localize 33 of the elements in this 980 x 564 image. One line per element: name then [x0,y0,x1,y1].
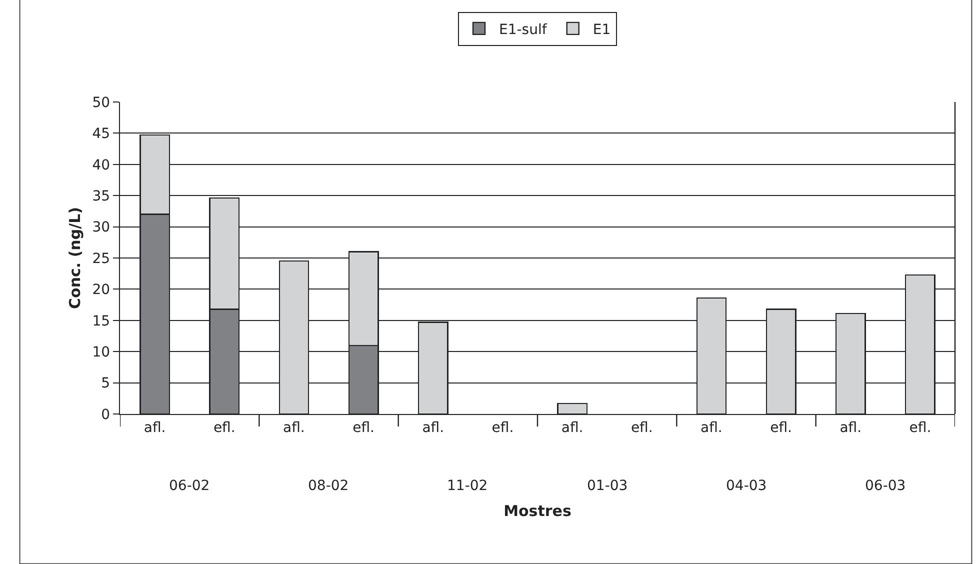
x-tick-label: efl. [770,420,792,436]
x-tick-label: afl. [700,420,722,436]
text: 11-02 [447,478,488,494]
x-axis-title: Mostres [504,502,572,520]
y-tick-label: 5 [101,376,110,392]
x-tick-label: efl. [492,420,514,436]
y-tick-label: 0 [101,406,110,423]
text: 01-03 [587,478,628,494]
y-tick-label: 45 [92,126,110,142]
x-tick-label: afl. [144,420,166,436]
text: 06-03 [865,478,906,494]
x-tick-label: afl. [283,420,305,436]
x-tick-label: afl. [561,420,584,436]
y-tick-label: 30 [92,220,110,236]
y-tick-label: 35 [92,188,110,204]
x-tick-label: efl. [909,420,932,436]
y-tick-label: 25 [92,250,110,267]
text: 08-02 [308,478,349,494]
y-tick-label: 10 [92,344,110,360]
y-tick-label: 40 [92,157,110,174]
text: 04-03 [726,478,767,494]
x-tick-label: efl. [630,420,653,436]
x-tick-label: efl. [352,420,374,436]
x-tick-label: afl. [840,420,862,436]
x-tick-label: efl. [213,420,236,436]
y-tick-label: 50 [92,94,110,111]
y-tick-label: 15 [92,313,110,330]
text: 06-02 [169,478,210,494]
y-axis-title: Conc. (ng/L) [66,207,84,309]
legend-label: E1-sulf [499,22,548,38]
y-tick-label: 20 [92,282,110,298]
legend-label: E1 [592,22,611,38]
x-tick-label: afl. [422,420,444,436]
